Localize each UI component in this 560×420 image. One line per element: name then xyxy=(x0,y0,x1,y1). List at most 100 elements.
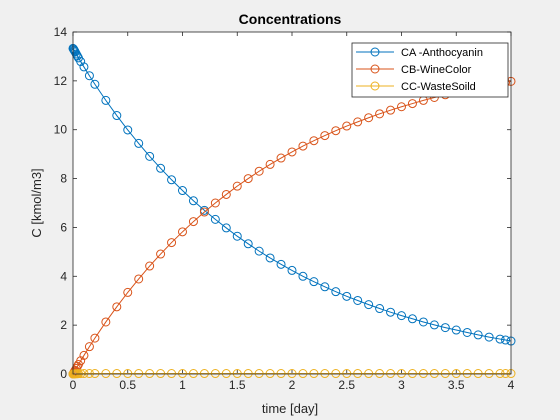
data-point-cb xyxy=(178,227,187,237)
ticks-group: 0 0.5 1 1.5 2 2.5 3 3.5 4 0 2 4 6 8 10 12 14 xyxy=(54,25,515,392)
data-point-cc xyxy=(265,369,275,379)
data-point-cc xyxy=(188,369,198,379)
data-point-cc xyxy=(397,369,406,379)
data-point-cb xyxy=(84,342,94,352)
data-point-ca xyxy=(156,163,166,173)
data-point-cb xyxy=(76,356,86,366)
data-point-cc xyxy=(123,369,133,379)
y-tick-label: 2 xyxy=(60,318,67,332)
legend: CA -Anthocyanin CB-WineColor CC-WasteSoi… xyxy=(351,42,509,98)
data-point-cc xyxy=(199,369,209,379)
data-point-ca xyxy=(331,287,341,297)
data-point-cc xyxy=(331,369,341,379)
x-tick-label: 4 xyxy=(508,378,515,392)
data-point-cb xyxy=(353,117,363,127)
y-tick-label: 6 xyxy=(60,220,67,234)
data-point-cc xyxy=(462,369,472,379)
data-point-cc xyxy=(90,369,100,379)
data-point-ca xyxy=(484,332,494,342)
data-point-ca xyxy=(123,125,133,135)
data-point-ca xyxy=(418,317,428,327)
data-point-cc xyxy=(309,369,319,379)
data-point-ca xyxy=(112,111,122,121)
data-point-cc xyxy=(156,369,166,379)
plot-border xyxy=(72,31,512,375)
data-point-ca xyxy=(84,71,94,81)
data-point-cb xyxy=(134,274,144,284)
x-tick-label: 3.5 xyxy=(448,378,465,392)
data-point-cb xyxy=(407,99,417,109)
chart-title: Concentrations xyxy=(239,11,342,27)
data-point-cb xyxy=(386,105,396,115)
data-point-cc xyxy=(167,369,177,379)
data-point-cc xyxy=(501,369,511,379)
y-tick-label: 10 xyxy=(54,123,68,137)
data-point-ca xyxy=(386,307,396,317)
data-point-cb xyxy=(397,102,406,112)
data-point-cb xyxy=(112,302,122,312)
legend-entry-cb: CB-WineColor xyxy=(356,64,472,76)
legend-label-ca: CA -Anthocyanin xyxy=(401,47,483,59)
data-point-cc xyxy=(232,369,242,379)
data-point-cb xyxy=(188,217,198,227)
data-point-cb xyxy=(90,333,100,343)
data-point-ca xyxy=(287,265,297,275)
data-point-ca xyxy=(298,271,308,281)
data-point-cc xyxy=(375,369,385,379)
data-point-cc xyxy=(386,369,396,379)
data-point-cc xyxy=(210,369,220,379)
data-point-cb xyxy=(210,198,220,208)
x-tick-label: 1.5 xyxy=(229,378,246,392)
data-point-ca xyxy=(320,282,330,292)
y-tick-label: 4 xyxy=(60,269,67,283)
data-point-cc xyxy=(407,369,417,379)
x-tick-label: 1 xyxy=(179,378,186,392)
data-point-cc xyxy=(418,369,428,379)
data-point-cc xyxy=(495,369,505,379)
data-point-cc xyxy=(145,369,155,379)
data-point-cc xyxy=(112,369,122,379)
legend-entry-cc: CC-WasteSoild xyxy=(356,81,476,93)
y-tick-label: 0 xyxy=(60,367,67,381)
data-point-ca xyxy=(353,295,363,305)
data-point-cb xyxy=(309,136,319,146)
data-point-ca xyxy=(364,300,374,310)
data-point-cc xyxy=(353,369,363,379)
data-point-ca xyxy=(276,259,286,269)
data-point-cc xyxy=(243,369,253,379)
data-point-cc xyxy=(178,369,187,379)
data-point-ca xyxy=(375,304,385,314)
data-point-cb xyxy=(221,189,231,199)
data-point-ca xyxy=(178,186,187,196)
data-point-ca xyxy=(342,291,352,301)
data-point-cc xyxy=(320,369,330,379)
data-point-cc xyxy=(287,369,297,379)
y-tick-label: 12 xyxy=(54,74,68,88)
data-point-ca xyxy=(501,335,511,345)
data-point-cc xyxy=(473,369,483,379)
legend-label-cc: CC-WasteSoild xyxy=(401,81,476,93)
data-point-cb xyxy=(320,131,330,141)
data-point-ca xyxy=(101,95,111,105)
x-tick-label: 2.5 xyxy=(338,378,355,392)
data-point-cb xyxy=(364,113,374,123)
data-point-cc xyxy=(364,369,374,379)
data-point-cc xyxy=(84,369,94,379)
data-point-ca xyxy=(397,311,406,321)
data-point-cb xyxy=(101,317,111,327)
series-group xyxy=(68,43,516,379)
data-point-ca xyxy=(429,320,439,330)
data-point-ca xyxy=(440,323,450,333)
data-point-cb xyxy=(167,238,177,248)
data-point-cb xyxy=(243,174,253,184)
data-point-ca xyxy=(221,223,231,233)
data-point-cc xyxy=(298,369,308,379)
legend-marker-ca xyxy=(370,47,380,57)
data-point-cb xyxy=(145,261,155,271)
data-point-ca xyxy=(451,325,461,335)
data-point-cc xyxy=(221,369,231,379)
data-point-ca xyxy=(254,246,264,256)
data-point-cb xyxy=(254,166,264,176)
